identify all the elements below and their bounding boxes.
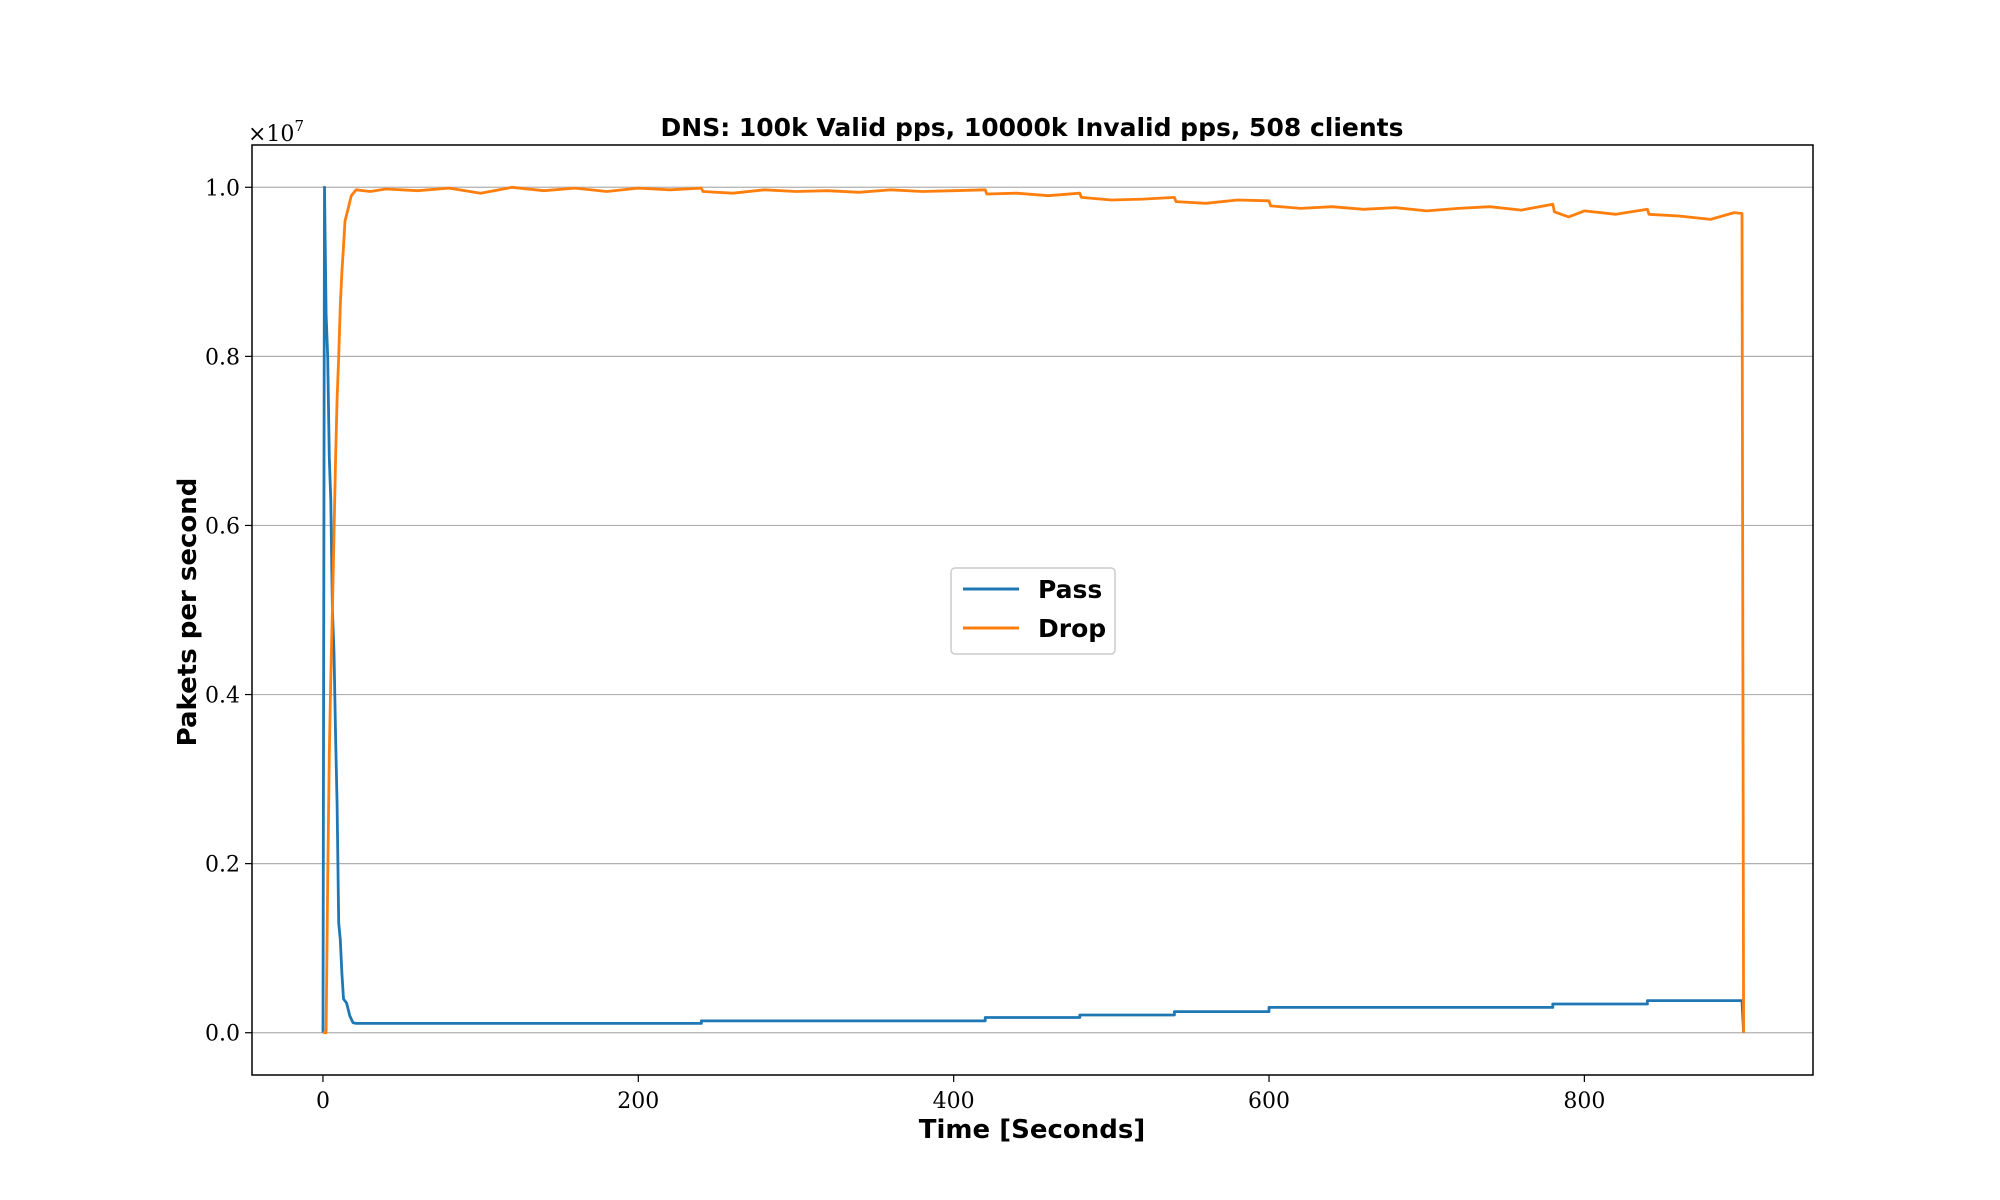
y-offset-exponent: 7 bbox=[294, 117, 304, 135]
y-tick-label: 0.6 bbox=[205, 514, 240, 539]
y-axis-ticks: 0.0 0.2 0.4 0.6 0.8 1.0 bbox=[205, 176, 252, 1047]
y-offset-base: ×10 bbox=[248, 122, 294, 147]
x-tick-label: 0 bbox=[316, 1089, 330, 1114]
y-tick-label: 0.8 bbox=[205, 345, 240, 370]
y-offset-multiplier: ×107 bbox=[248, 117, 304, 147]
y-tick-label: 0.4 bbox=[205, 684, 240, 709]
y-tick-label: 0.2 bbox=[205, 853, 240, 878]
y-tick-label: 0.0 bbox=[205, 1022, 240, 1047]
legend: Pass Drop bbox=[950, 567, 1116, 655]
series-line-drop bbox=[323, 185, 1745, 1035]
legend-pass-label: Pass bbox=[1038, 575, 1102, 604]
x-axis-ticks: 0 200 400 600 800 bbox=[316, 1075, 1605, 1114]
grid-lines bbox=[252, 186, 1813, 1034]
x-axis-label: Time [Seconds] bbox=[919, 1115, 1145, 1145]
legend-drop-label: Drop bbox=[1038, 614, 1106, 643]
x-tick-label: 400 bbox=[933, 1089, 975, 1114]
axes-frame bbox=[251, 144, 1814, 1076]
x-tick-label: 600 bbox=[1248, 1089, 1290, 1114]
x-tick-label: 200 bbox=[617, 1089, 659, 1114]
chart-title: DNS: 100k Valid pps, 10000k Invalid pps,… bbox=[661, 113, 1404, 142]
series-line-pass bbox=[321, 185, 1745, 1033]
x-tick-label: 800 bbox=[1563, 1089, 1605, 1114]
series-lines bbox=[321, 185, 1745, 1035]
y-axis-label: Pakets per second bbox=[173, 478, 203, 747]
y-tick-label: 1.0 bbox=[205, 176, 240, 201]
